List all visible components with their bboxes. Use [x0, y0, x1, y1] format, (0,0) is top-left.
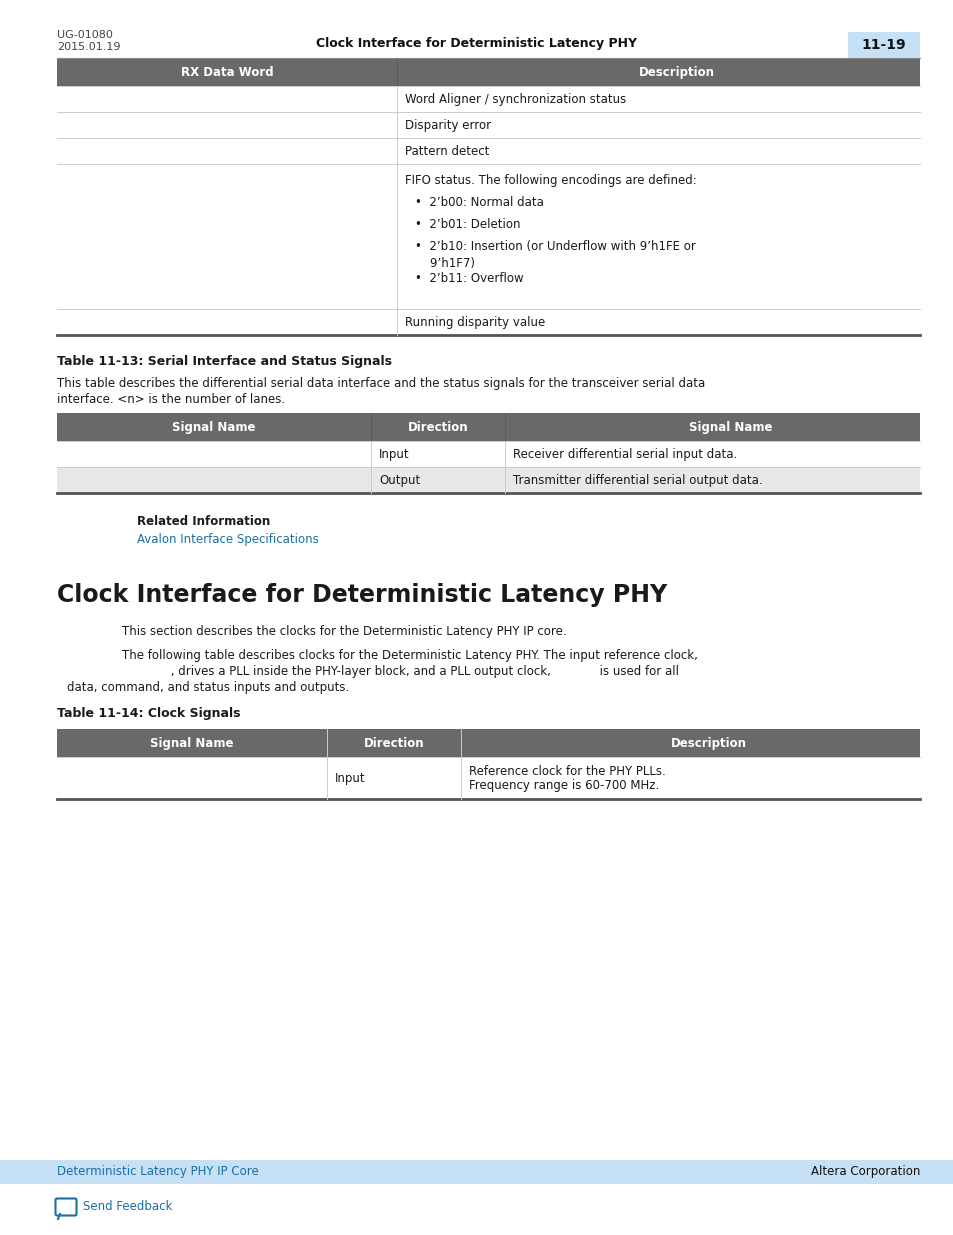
Text: Clock Interface for Deterministic Latency PHY: Clock Interface for Deterministic Latenc… — [316, 37, 637, 49]
Text: 2015.01.19: 2015.01.19 — [57, 42, 120, 52]
Text: Altera Corporation: Altera Corporation — [810, 1166, 919, 1178]
Text: Input: Input — [378, 447, 409, 461]
Text: Output: Output — [378, 473, 420, 487]
Text: data, command, and status inputs and outputs.: data, command, and status inputs and out… — [67, 680, 349, 694]
Text: Signal Name: Signal Name — [688, 420, 772, 433]
Text: interface. <n> is the number of lanes.: interface. <n> is the number of lanes. — [57, 393, 285, 406]
Text: Direction: Direction — [363, 736, 424, 750]
Text: , drives a PLL inside the PHY-layer block, and a PLL output clock,             i: , drives a PLL inside the PHY-layer bloc… — [122, 664, 679, 678]
Text: This section describes the clocks for the Deterministic Latency PHY IP core.: This section describes the clocks for th… — [122, 625, 566, 638]
Text: Description: Description — [639, 65, 714, 79]
Bar — [847, 32, 919, 58]
Text: Word Aligner / synchronization status: Word Aligner / synchronization status — [405, 93, 625, 105]
Text: Running disparity value: Running disparity value — [405, 315, 545, 329]
Text: Clock Interface for Deterministic Latency PHY: Clock Interface for Deterministic Latenc… — [57, 583, 666, 606]
Bar — [57, 467, 919, 493]
Text: Disparity error: Disparity error — [405, 119, 491, 131]
Text: Signal Name: Signal Name — [172, 420, 255, 433]
Text: UG-01080: UG-01080 — [57, 30, 112, 40]
Text: Frequency range is 60-700 MHz.: Frequency range is 60-700 MHz. — [469, 779, 659, 792]
Text: Input: Input — [335, 772, 365, 784]
Bar — [57, 412, 919, 441]
Text: Transmitter differential serial output data.: Transmitter differential serial output d… — [513, 473, 761, 487]
Text: Deterministic Latency PHY IP Core: Deterministic Latency PHY IP Core — [57, 1166, 258, 1178]
Text: Send Feedback: Send Feedback — [83, 1200, 172, 1214]
Text: Pattern detect: Pattern detect — [405, 144, 489, 158]
Text: RX Data Word: RX Data Word — [180, 65, 273, 79]
Text: Direction: Direction — [407, 420, 468, 433]
Text: •  2’b11: Overflow: • 2’b11: Overflow — [415, 272, 523, 285]
Text: Reference clock for the PHY PLLs.: Reference clock for the PHY PLLs. — [469, 764, 665, 778]
Text: Avalon Interface Specifications: Avalon Interface Specifications — [137, 534, 318, 546]
Text: FIFO status. The following encodings are defined:: FIFO status. The following encodings are… — [405, 174, 696, 186]
Text: •  2’b00: Normal data: • 2’b00: Normal data — [415, 196, 543, 209]
Text: Related Information: Related Information — [137, 515, 270, 529]
Text: The following table describes clocks for the Deterministic Latency PHY. The inpu: The following table describes clocks for… — [122, 650, 698, 662]
Text: 11-19: 11-19 — [861, 38, 905, 52]
Text: •  2’b01: Deletion: • 2’b01: Deletion — [415, 219, 520, 231]
Bar — [0, 1160, 953, 1184]
Text: •  2’b10: Insertion (or Underflow with 9’h1FE or
    9’h1F7): • 2’b10: Insertion (or Underflow with 9’… — [415, 240, 695, 270]
Bar — [57, 729, 919, 757]
Text: Signal Name: Signal Name — [150, 736, 233, 750]
Bar — [57, 58, 919, 86]
Text: This table describes the differential serial data interface and the status signa: This table describes the differential se… — [57, 377, 704, 390]
Text: Description: Description — [670, 736, 746, 750]
Text: Table 11-13: Serial Interface and Status Signals: Table 11-13: Serial Interface and Status… — [57, 354, 392, 368]
Text: Table 11-14: Clock Signals: Table 11-14: Clock Signals — [57, 706, 240, 720]
Text: Receiver differential serial input data.: Receiver differential serial input data. — [513, 447, 737, 461]
